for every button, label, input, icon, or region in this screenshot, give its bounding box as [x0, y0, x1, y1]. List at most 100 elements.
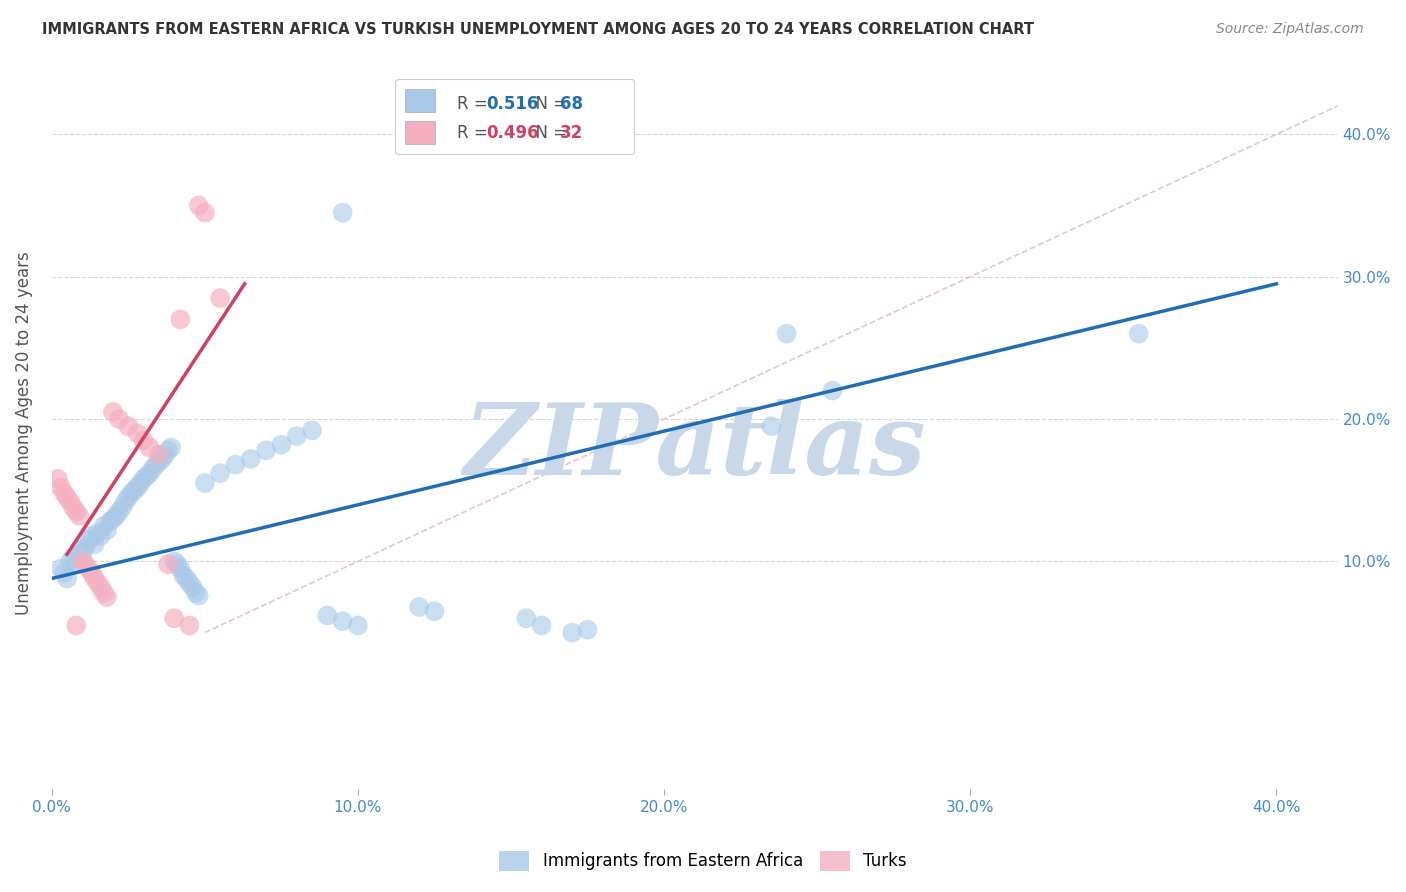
Point	[135, 469, 157, 483]
Point	[184, 585, 207, 599]
Point	[138, 466, 160, 480]
Point	[187, 198, 209, 212]
Point	[209, 291, 232, 305]
Point	[301, 424, 323, 438]
Point	[316, 608, 339, 623]
Point	[285, 429, 308, 443]
Point	[157, 558, 180, 572]
Point	[72, 546, 94, 560]
Point	[114, 494, 136, 508]
Point	[67, 508, 90, 523]
Point	[127, 480, 149, 494]
Point	[72, 554, 94, 568]
Point	[111, 500, 134, 515]
Point	[93, 518, 115, 533]
Point	[65, 618, 87, 632]
Point	[132, 434, 155, 448]
Point	[83, 572, 105, 586]
Point	[332, 614, 354, 628]
Point	[821, 384, 844, 398]
Point	[179, 575, 201, 590]
Point	[49, 480, 72, 494]
Text: Source: ZipAtlas.com: Source: ZipAtlas.com	[1216, 22, 1364, 37]
Point	[90, 529, 112, 543]
Point	[179, 618, 201, 632]
Point	[148, 448, 170, 462]
Point	[254, 443, 277, 458]
Legend: Immigrants from Eastern Africa, Turks: Immigrants from Eastern Africa, Turks	[491, 842, 915, 880]
Point	[62, 550, 84, 565]
Point	[194, 205, 217, 219]
Point	[117, 491, 139, 505]
Point	[163, 611, 186, 625]
Text: 0.516: 0.516	[486, 95, 538, 113]
Text: R =: R =	[457, 124, 494, 142]
Point	[117, 419, 139, 434]
Point	[108, 505, 131, 519]
Point	[59, 554, 82, 568]
Point	[153, 448, 176, 462]
Point	[83, 537, 105, 551]
Point	[96, 523, 118, 537]
Point	[80, 529, 103, 543]
Point	[270, 438, 292, 452]
Point	[181, 580, 204, 594]
Point	[194, 476, 217, 491]
Point	[86, 575, 108, 590]
Point	[209, 466, 232, 480]
Legend:                                   ,                                   : ,	[395, 78, 634, 154]
Point	[166, 558, 188, 572]
Point	[53, 566, 76, 580]
Point	[169, 312, 191, 326]
Point	[105, 508, 128, 523]
Text: 32: 32	[560, 124, 583, 142]
Point	[46, 472, 69, 486]
Point	[172, 568, 194, 582]
Point	[56, 491, 79, 505]
Point	[157, 443, 180, 458]
Point	[761, 419, 783, 434]
Point	[96, 590, 118, 604]
Point	[775, 326, 797, 341]
Point	[423, 604, 446, 618]
Point	[515, 611, 537, 625]
Point	[132, 472, 155, 486]
Point	[142, 462, 165, 476]
Text: ZIPatlas: ZIPatlas	[464, 400, 927, 496]
Point	[59, 494, 82, 508]
Point	[49, 561, 72, 575]
Point	[56, 572, 79, 586]
Text: IMMIGRANTS FROM EASTERN AFRICA VS TURKISH UNEMPLOYMENT AMONG AGES 20 TO 24 YEARS: IMMIGRANTS FROM EASTERN AFRICA VS TURKIS…	[42, 22, 1035, 37]
Point	[98, 515, 121, 529]
Point	[127, 426, 149, 441]
Point	[408, 599, 430, 614]
Text: N =: N =	[524, 124, 572, 142]
Point	[129, 476, 152, 491]
Point	[67, 543, 90, 558]
Point	[332, 205, 354, 219]
Point	[75, 540, 97, 554]
Point	[561, 625, 583, 640]
Point	[62, 500, 84, 515]
Point	[101, 405, 124, 419]
Point	[150, 451, 173, 466]
Text: 0.496: 0.496	[486, 124, 538, 142]
Text: N =: N =	[524, 95, 572, 113]
Point	[86, 525, 108, 540]
Point	[224, 458, 246, 472]
Point	[120, 486, 142, 500]
Point	[138, 441, 160, 455]
Point	[176, 572, 198, 586]
Y-axis label: Unemployment Among Ages 20 to 24 years: Unemployment Among Ages 20 to 24 years	[15, 252, 32, 615]
Point	[101, 511, 124, 525]
Point	[239, 451, 262, 466]
Point	[65, 558, 87, 572]
Point	[53, 486, 76, 500]
Point	[160, 441, 183, 455]
Point	[1128, 326, 1150, 341]
Point	[124, 483, 146, 498]
Text: R =: R =	[457, 95, 494, 113]
Text: 68: 68	[560, 95, 582, 113]
Point	[347, 618, 370, 632]
Point	[187, 589, 209, 603]
